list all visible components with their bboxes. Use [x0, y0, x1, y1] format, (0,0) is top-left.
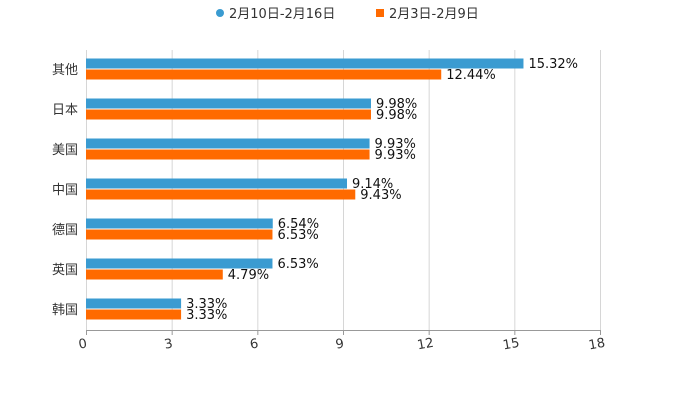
data-label-series-0: 6.54% [278, 217, 319, 232]
bar-series-1[interactable] [86, 189, 356, 200]
data-label-series-1: 4.79% [228, 268, 269, 283]
data-label-series-1: 12.44% [446, 68, 496, 83]
x-axis: 0 3 6 9 12 15 18 [78, 330, 606, 354]
data-label-series-1: 9.93% [375, 148, 416, 163]
data-label-series-1: 3.33% [186, 308, 227, 323]
data-label-series-1: 6.53% [277, 228, 318, 243]
legend-marker-series-1 [376, 9, 384, 17]
x-tick-label: 9 [335, 336, 346, 352]
data-label-series-0: 3.33% [186, 297, 227, 312]
bar-series-0[interactable] [86, 218, 273, 229]
data-label-series-0: 15.32% [528, 57, 578, 72]
bars [86, 58, 524, 320]
category-label: 其他 [52, 63, 78, 78]
bar-series-1[interactable] [86, 229, 273, 240]
bar-series-1[interactable] [86, 269, 223, 280]
bar-series-0[interactable] [86, 138, 370, 149]
legend-label-series-0[interactable]: 2月10日-2月16日 [229, 7, 335, 22]
category-label: 日本 [52, 103, 78, 118]
bar-series-1[interactable] [86, 149, 370, 160]
data-label-series-0: 9.93% [375, 137, 416, 152]
data-label-series-0: 6.53% [277, 257, 318, 272]
x-tick-label: 3 [163, 336, 174, 352]
x-tick-label: 15 [502, 336, 521, 354]
x-tick-label: 12 [416, 336, 435, 354]
bar-series-0[interactable] [86, 258, 273, 269]
bar-series-1[interactable] [86, 309, 182, 320]
x-tick-label: 6 [249, 336, 260, 352]
category-label: 德国 [52, 223, 78, 238]
data-label-series-1: 9.43% [360, 188, 401, 203]
x-tick-label: 0 [78, 336, 89, 352]
legend-label-series-1[interactable]: 2月3日-2月9日 [389, 7, 479, 22]
legend: 2月10日-2月16日 2月3日-2月9日 [216, 7, 479, 22]
legend-marker-series-0 [216, 9, 224, 17]
bar-series-0[interactable] [86, 98, 371, 109]
category-label: 英国 [52, 263, 78, 278]
bar-series-1[interactable] [86, 69, 442, 80]
bar-series-1[interactable] [86, 109, 371, 120]
data-label-series-0: 9.98% [376, 97, 417, 112]
labels: 其他 15.32% 12.44% 日本 9.98%9.98% 美国 9.93%9.93% 中国… [52, 57, 578, 323]
bar-series-0[interactable] [86, 58, 524, 69]
bar-series-0[interactable] [86, 298, 182, 309]
category-label: 美国 [52, 143, 78, 158]
data-label-series-1: 9.98% [376, 108, 417, 123]
category-label: 韩国 [52, 303, 78, 318]
data-label-series-0: 9.14% [352, 177, 393, 192]
x-tick-label: 18 [587, 336, 606, 354]
category-label: 中国 [52, 183, 78, 198]
bar-series-0[interactable] [86, 178, 347, 189]
